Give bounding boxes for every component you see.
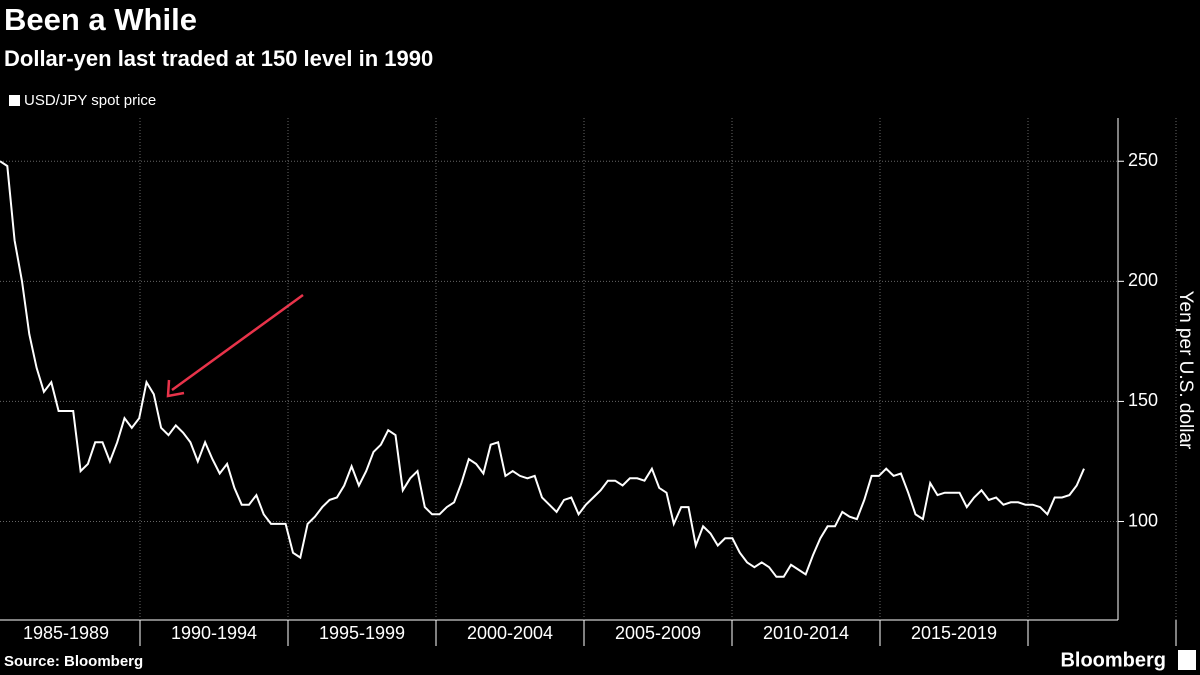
chart-subtitle: Dollar-yen last traded at 150 level in 1…	[4, 46, 433, 71]
legend-swatch	[9, 95, 20, 106]
x-tick-label: 2005-2009	[615, 623, 701, 643]
x-tick-label: 2015-2019	[911, 623, 997, 643]
x-tick-label: 2000-2004	[467, 623, 553, 643]
annotation-arrowhead	[166, 379, 185, 398]
y-tick-label: 250	[1128, 150, 1158, 170]
line-series	[0, 160, 1085, 578]
x-tick-label: 2010-2014	[763, 623, 849, 643]
legend-label: USD/JPY spot price	[24, 92, 156, 109]
source: Source: Bloomberg	[4, 653, 143, 670]
x-tick-label: 1985-1989	[23, 623, 109, 643]
y-tick-label: 150	[1128, 390, 1158, 410]
y-axis-label: Yen per U.S. dollar	[1175, 291, 1196, 450]
annotation-arrow	[171, 293, 304, 392]
brand: Bloomberg	[1060, 649, 1166, 671]
y-tick-label: 100	[1128, 510, 1158, 530]
brand-icon	[1178, 650, 1196, 670]
x-tick-label: 1990-1994	[171, 623, 257, 643]
chart-title: Been a While	[4, 2, 197, 37]
x-tick-label: 1995-1999	[319, 623, 405, 643]
y-tick-label: 200	[1128, 270, 1158, 290]
